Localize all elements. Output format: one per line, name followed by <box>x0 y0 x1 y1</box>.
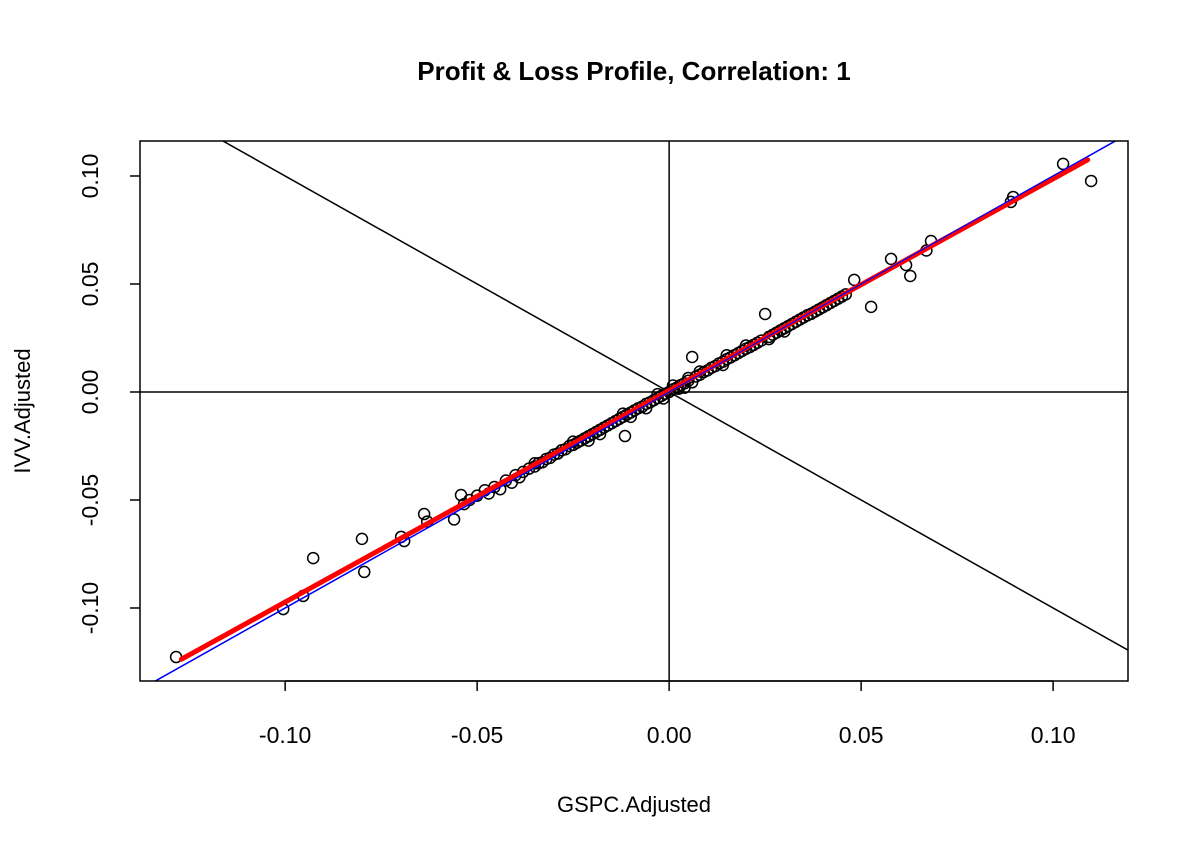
plot-content <box>140 141 1128 681</box>
identity-line-overlay <box>154 141 1117 681</box>
y-axis-label: IVV.Adjusted <box>10 348 35 473</box>
x-tick-label: -0.10 <box>259 722 311 748</box>
y-tick-label: -0.05 <box>77 474 103 526</box>
x-tick-label: -0.05 <box>451 722 503 748</box>
x-tick-label: 0.00 <box>647 722 692 748</box>
data-point <box>447 513 461 526</box>
chart-title: Profit & Loss Profile, Correlation: 1 <box>417 56 850 86</box>
inverse-line <box>221 141 1128 651</box>
x-tick-label: 0.05 <box>839 722 884 748</box>
data-point <box>758 307 772 321</box>
x-tick-label: 0.10 <box>1031 722 1076 748</box>
axes: -0.10 -0.05 0.00 0.05 0.10 -0.10 -0.05 0.00 0.05… <box>77 140 1129 748</box>
data-point <box>847 273 861 287</box>
data-point <box>417 507 431 521</box>
y-tick-label: -0.10 <box>77 582 103 634</box>
regression-line <box>178 157 1091 662</box>
y-tick-label: 0.05 <box>77 262 103 307</box>
data-point <box>357 565 371 579</box>
plot-area <box>140 141 1128 681</box>
data-point <box>1084 174 1098 188</box>
y-tick-label: 0.10 <box>77 154 103 199</box>
data-point <box>685 350 699 364</box>
data-point <box>355 532 369 546</box>
y-tick-label: 0.00 <box>77 370 103 415</box>
data-point <box>904 269 917 283</box>
data-point <box>306 551 320 565</box>
data-point <box>1056 157 1070 171</box>
data-point <box>864 300 878 314</box>
data-point <box>618 429 632 443</box>
data-point <box>884 252 898 266</box>
x-axis-label: GSPC.Adjusted <box>557 792 711 817</box>
